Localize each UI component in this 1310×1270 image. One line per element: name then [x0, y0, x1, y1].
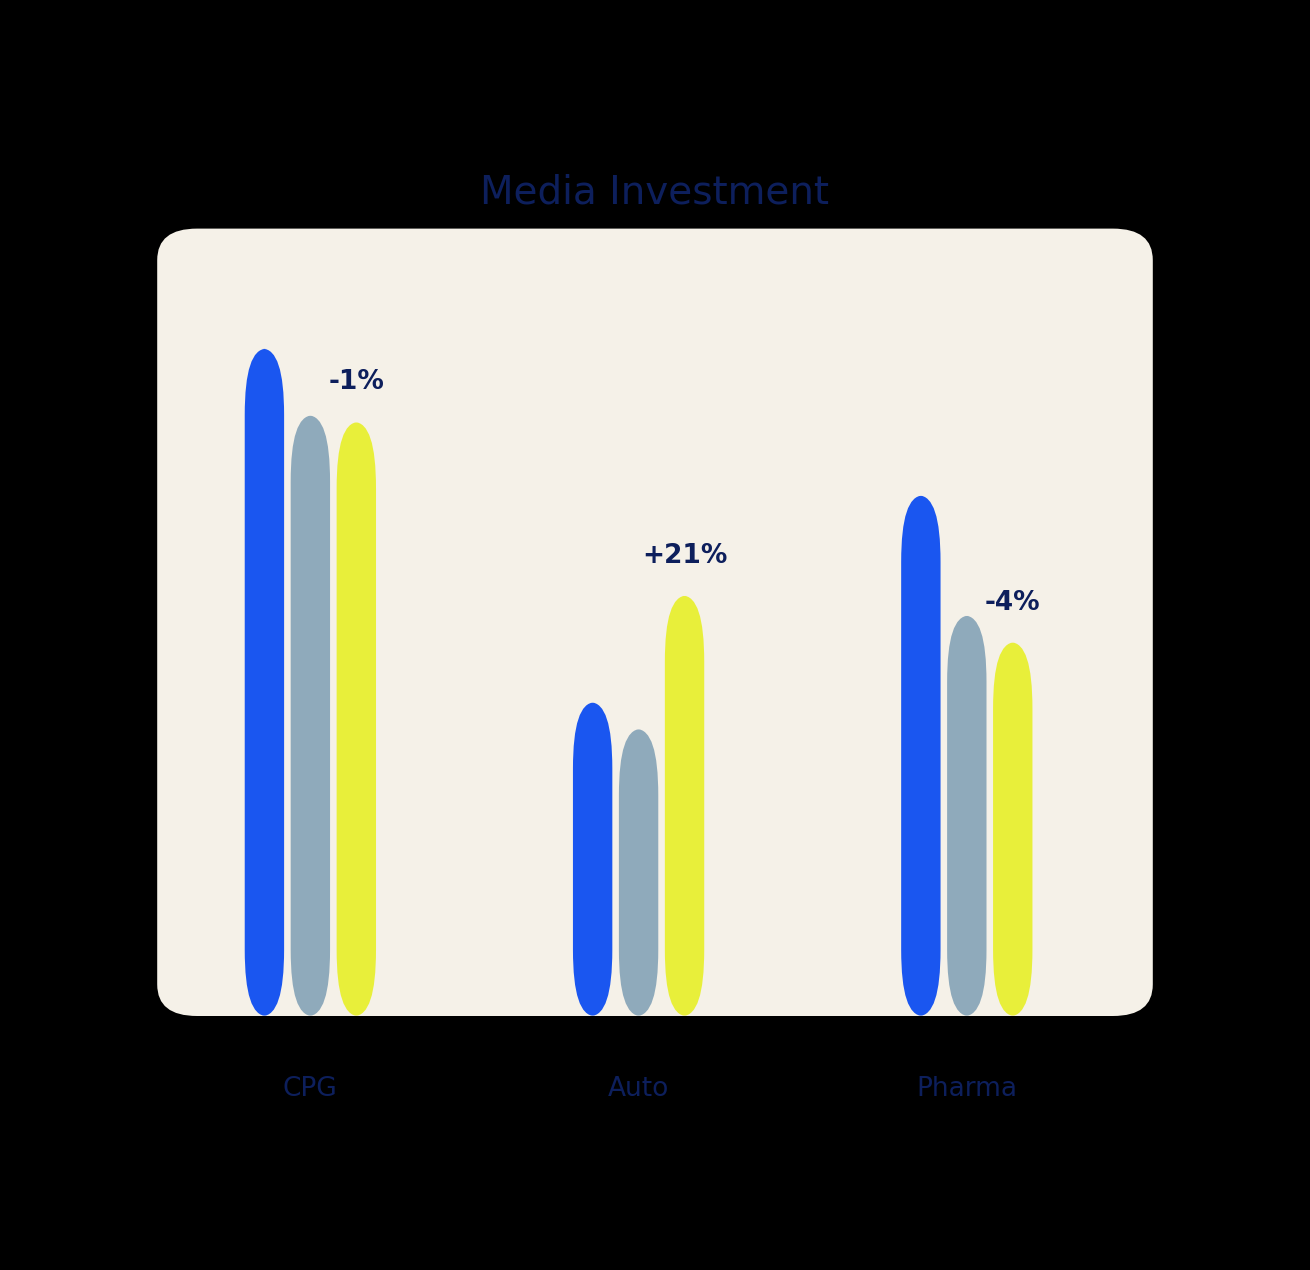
Text: -1%: -1% [329, 370, 384, 395]
FancyBboxPatch shape [337, 422, 376, 1016]
Text: -4%: -4% [985, 589, 1040, 616]
FancyBboxPatch shape [993, 643, 1032, 1016]
FancyBboxPatch shape [157, 229, 1153, 1016]
FancyBboxPatch shape [618, 729, 659, 1016]
FancyBboxPatch shape [572, 702, 612, 1016]
Text: Pharma: Pharma [916, 1076, 1018, 1102]
Text: +21%: +21% [642, 542, 727, 569]
Text: Auto: Auto [608, 1076, 669, 1102]
FancyBboxPatch shape [947, 616, 986, 1016]
Title: Media Investment: Media Investment [481, 174, 829, 212]
FancyBboxPatch shape [291, 415, 330, 1016]
Text: CPG: CPG [283, 1076, 338, 1102]
FancyBboxPatch shape [245, 349, 284, 1016]
FancyBboxPatch shape [901, 495, 941, 1016]
FancyBboxPatch shape [665, 596, 705, 1016]
